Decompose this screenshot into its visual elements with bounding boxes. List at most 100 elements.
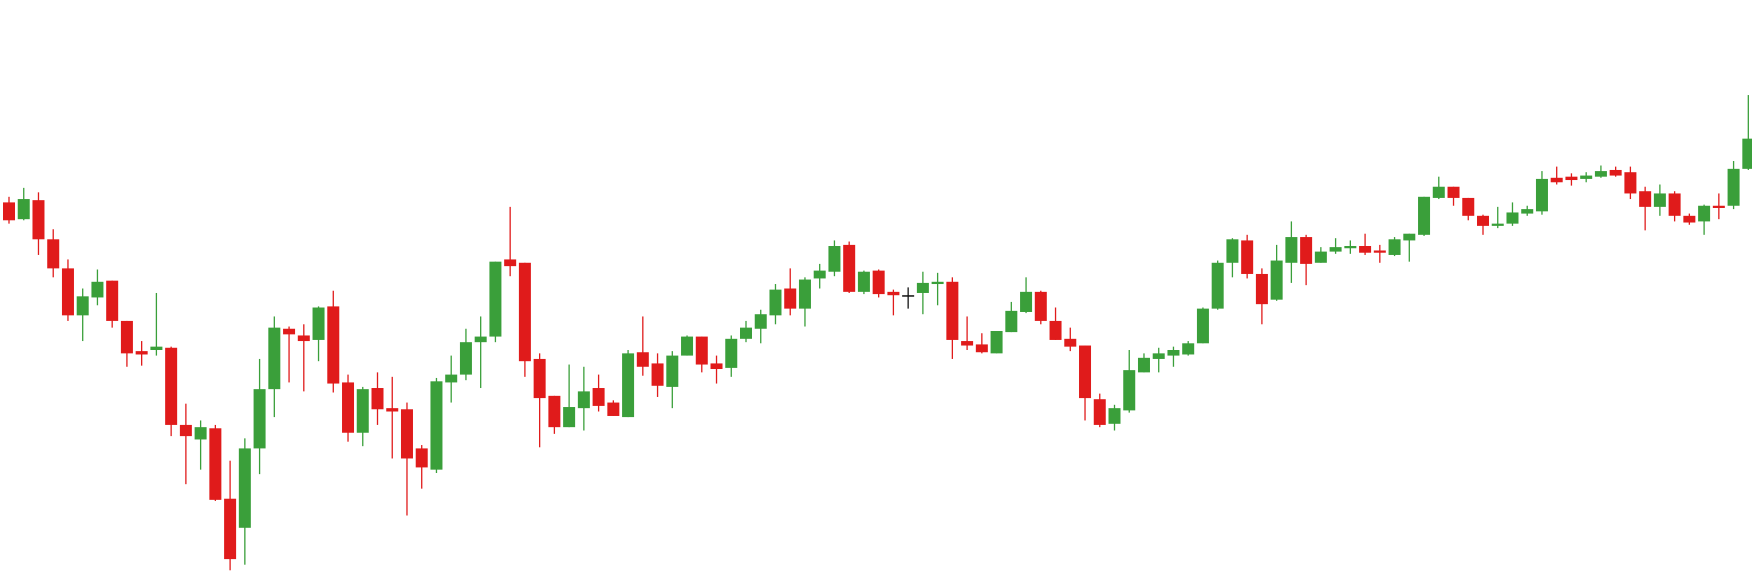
candle-body	[1535, 178, 1548, 212]
candle-body	[1255, 273, 1268, 305]
candle-body	[1432, 186, 1445, 198]
candle-body	[1270, 260, 1283, 300]
candle-body	[238, 448, 251, 528]
candle-body	[1491, 223, 1504, 226]
candle-body	[872, 270, 885, 295]
candle-body	[1137, 357, 1150, 373]
candle-body	[651, 363, 664, 386]
candle-body	[1211, 262, 1224, 309]
candle-body	[1359, 246, 1372, 253]
candle-body	[1344, 246, 1357, 249]
candle-body	[76, 296, 89, 316]
candle-body	[253, 389, 266, 449]
candle-body	[666, 355, 679, 387]
candle-body	[1079, 345, 1092, 399]
candle-body	[400, 409, 413, 459]
candle-body	[459, 342, 472, 375]
candle-body	[1123, 370, 1136, 411]
candle-body	[857, 271, 870, 292]
candle-body	[1624, 172, 1637, 194]
candle-body	[430, 381, 443, 470]
candle-body	[3, 202, 15, 221]
candle-body	[445, 374, 458, 383]
candle-body	[1698, 205, 1711, 222]
candle-body	[887, 291, 900, 296]
candle-body	[916, 282, 929, 293]
candle-body	[607, 402, 620, 416]
candle-body	[990, 330, 1003, 354]
candle-body	[1727, 168, 1740, 206]
candle-body	[1285, 237, 1298, 263]
candle-body	[518, 262, 531, 362]
candle-body	[1314, 251, 1327, 263]
candle-body	[474, 336, 487, 343]
candle-body	[548, 395, 561, 428]
candle-body	[902, 295, 915, 297]
candle-body	[1388, 239, 1401, 255]
candle-body	[563, 407, 576, 428]
candle-body	[1580, 175, 1593, 179]
candle-body	[1653, 193, 1666, 207]
candle-body	[1300, 237, 1313, 264]
candle-body	[843, 244, 856, 292]
candle-body	[120, 320, 133, 354]
candle-body	[1005, 310, 1018, 333]
candle-body	[179, 424, 192, 437]
candle-body	[342, 382, 355, 433]
candle-body	[17, 199, 30, 220]
candle-body	[1477, 215, 1489, 226]
candle-body	[268, 327, 281, 390]
candle-body	[725, 338, 738, 368]
candle-body	[194, 427, 207, 440]
candle-body	[577, 391, 590, 409]
candle-body	[106, 280, 119, 321]
candle-body	[754, 314, 767, 329]
candle-body	[1196, 308, 1209, 344]
candle-body	[710, 363, 723, 370]
candle-body	[1093, 399, 1106, 425]
candle-body	[1418, 196, 1431, 235]
candle-body	[32, 200, 45, 240]
candle-body	[946, 281, 959, 340]
candle-body	[1683, 215, 1696, 223]
candle-body	[1403, 233, 1416, 241]
candle-body	[1447, 186, 1460, 198]
candle-body	[1064, 338, 1077, 347]
candle-body	[1594, 171, 1607, 177]
candle-body	[415, 448, 428, 468]
candle-body	[489, 261, 502, 337]
candle-body	[327, 306, 340, 384]
candle-body	[1226, 239, 1239, 263]
candle-body	[283, 328, 296, 335]
candle-body	[1565, 176, 1578, 181]
candle-body	[784, 288, 797, 309]
candle-body	[61, 268, 74, 316]
candle-body	[91, 281, 104, 298]
candle-body	[1108, 408, 1121, 424]
candle-body	[165, 347, 178, 425]
candle-body	[1712, 205, 1725, 208]
candle-body	[209, 428, 222, 500]
candle-body	[975, 344, 988, 353]
candle-body	[592, 388, 605, 406]
candle-body	[1182, 343, 1195, 355]
candle-body	[1152, 353, 1165, 359]
candle-body	[297, 335, 310, 342]
candle-body	[371, 388, 384, 410]
candle-body	[1329, 247, 1342, 252]
candle-body	[1049, 320, 1062, 340]
candle-body	[961, 341, 974, 346]
candle-body	[798, 279, 811, 309]
candle-body	[1742, 138, 1752, 169]
candle-body	[533, 358, 546, 399]
candle-body	[224, 498, 237, 560]
candle-body	[150, 346, 163, 351]
candle-body	[1034, 291, 1047, 321]
candle-body	[740, 327, 752, 339]
candle-body	[1462, 197, 1475, 216]
candle-body	[1668, 193, 1681, 216]
candle-body	[828, 246, 841, 272]
candle-body	[622, 353, 635, 418]
